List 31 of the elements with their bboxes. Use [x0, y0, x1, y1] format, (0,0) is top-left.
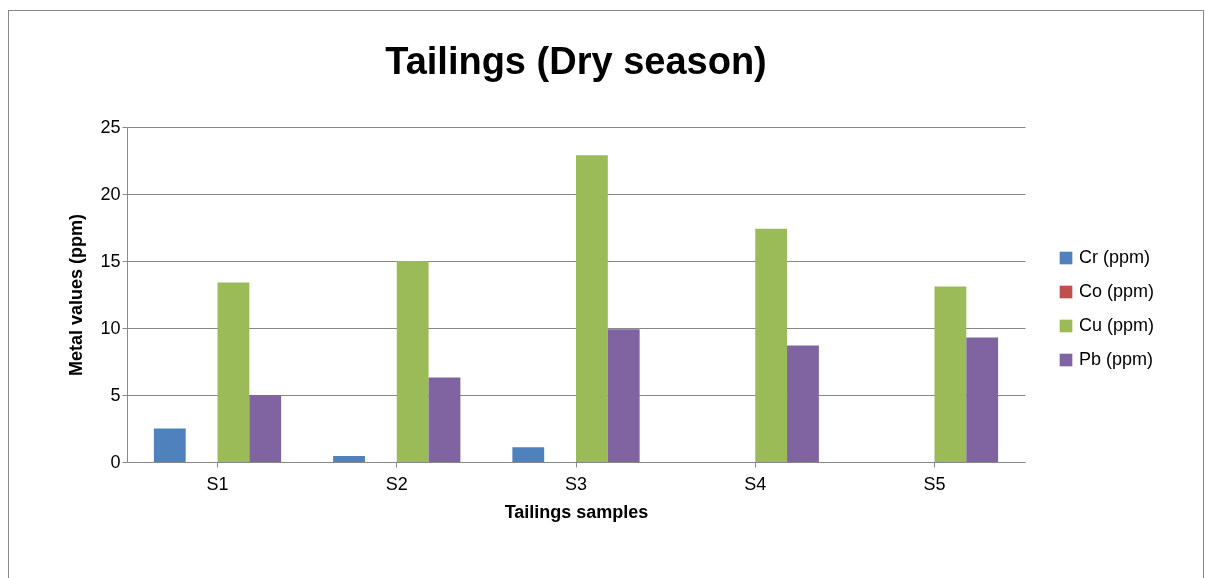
- bar: [153, 428, 186, 462]
- x-tick-label: S1: [206, 473, 229, 494]
- y-tick-label: 0: [110, 451, 121, 472]
- bar: [755, 228, 788, 462]
- bar: [249, 395, 282, 462]
- bar: [787, 345, 819, 462]
- y-tick-label: 20: [100, 183, 121, 204]
- legend-label: Cu (ppm): [1079, 315, 1155, 335]
- bar: [396, 261, 429, 462]
- bar: [576, 155, 608, 462]
- x-axis-title: Tailings samples: [504, 501, 649, 522]
- x-tick-label: S2: [385, 473, 408, 494]
- bar: [966, 337, 999, 462]
- bar: [333, 455, 365, 462]
- legend-label: Co (ppm): [1079, 281, 1155, 301]
- legend-label: Cr (ppm): [1079, 247, 1150, 267]
- x-tick-label: S3: [564, 473, 588, 494]
- x-tick-label: S4: [744, 473, 767, 494]
- bar: [428, 377, 461, 462]
- bar: [217, 282, 250, 462]
- bar: [512, 447, 545, 462]
- y-tick-label: 5: [110, 384, 121, 405]
- x-tick-label: S5: [923, 473, 946, 494]
- y-axis-title: Metal values (ppm): [66, 213, 87, 377]
- legend-label: Pb (ppm): [1079, 349, 1154, 369]
- y-tick-label: 25: [100, 116, 121, 137]
- chart-title: Tailings (Dry season): [385, 40, 767, 82]
- y-tick-label: 15: [100, 250, 121, 271]
- bar: [934, 286, 967, 462]
- bar: [607, 329, 640, 462]
- y-tick-label: 10: [100, 317, 121, 338]
